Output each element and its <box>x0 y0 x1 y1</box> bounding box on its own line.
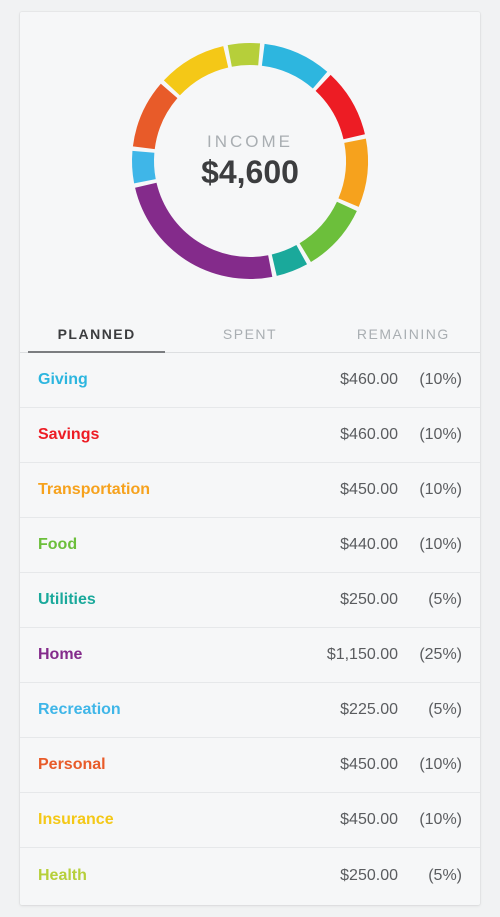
category-percent: (5%) <box>398 701 462 719</box>
category-label: Food <box>38 536 298 554</box>
table-row[interactable]: Personal$450.00(10%) <box>20 738 480 793</box>
tab-label: REMAINING <box>357 326 450 342</box>
category-amount: $440.00 <box>298 536 398 554</box>
category-label: Insurance <box>38 811 298 829</box>
donut-chart: INCOME $4,600 <box>125 36 375 286</box>
budget-card: INCOME $4,600 PLANNED SPENT REMAINING Givi… <box>20 12 480 905</box>
income-label: INCOME <box>207 132 293 152</box>
category-amount: $460.00 <box>298 426 398 444</box>
category-label: Savings <box>38 426 298 444</box>
category-label: Recreation <box>38 701 298 719</box>
income-value: $4,600 <box>201 154 299 191</box>
table-row[interactable]: Savings$460.00(10%) <box>20 408 480 463</box>
category-amount: $450.00 <box>298 756 398 774</box>
category-label: Transportation <box>38 481 298 499</box>
table-row[interactable]: Food$440.00(10%) <box>20 518 480 573</box>
budget-rows: Giving$460.00(10%)Savings$460.00(10%)Tra… <box>20 353 480 903</box>
table-row[interactable]: Recreation$225.00(5%) <box>20 683 480 738</box>
category-percent: (5%) <box>398 591 462 609</box>
table-row[interactable]: Utilities$250.00(5%) <box>20 573 480 628</box>
category-percent: (10%) <box>398 536 462 554</box>
donut-section: INCOME $4,600 <box>20 12 480 314</box>
category-amount: $250.00 <box>298 591 398 609</box>
tab-spent[interactable]: SPENT <box>173 314 326 352</box>
category-amount: $1,150.00 <box>298 646 398 664</box>
category-percent: (10%) <box>398 481 462 499</box>
tabs: PLANNED SPENT REMAINING <box>20 314 480 353</box>
tab-remaining[interactable]: REMAINING <box>327 314 480 352</box>
category-percent: (5%) <box>398 867 462 885</box>
category-label: Personal <box>38 756 298 774</box>
category-percent: (25%) <box>398 646 462 664</box>
tab-label: SPENT <box>223 326 277 342</box>
category-amount: $250.00 <box>298 867 398 885</box>
tab-planned[interactable]: PLANNED <box>20 314 173 352</box>
donut-center: INCOME $4,600 <box>125 36 375 286</box>
category-label: Home <box>38 646 298 664</box>
category-amount: $450.00 <box>298 811 398 829</box>
category-label: Giving <box>38 371 298 389</box>
category-label: Health <box>38 867 298 885</box>
category-amount: $450.00 <box>298 481 398 499</box>
table-row[interactable]: Giving$460.00(10%) <box>20 353 480 408</box>
table-row[interactable]: Health$250.00(5%) <box>20 848 480 903</box>
table-row[interactable]: Home$1,150.00(25%) <box>20 628 480 683</box>
category-percent: (10%) <box>398 756 462 774</box>
category-percent: (10%) <box>398 811 462 829</box>
category-amount: $460.00 <box>298 371 398 389</box>
table-row[interactable]: Insurance$450.00(10%) <box>20 793 480 848</box>
tab-label: PLANNED <box>58 326 136 342</box>
category-amount: $225.00 <box>298 701 398 719</box>
table-row[interactable]: Transportation$450.00(10%) <box>20 463 480 518</box>
category-percent: (10%) <box>398 426 462 444</box>
category-label: Utilities <box>38 591 298 609</box>
category-percent: (10%) <box>398 371 462 389</box>
